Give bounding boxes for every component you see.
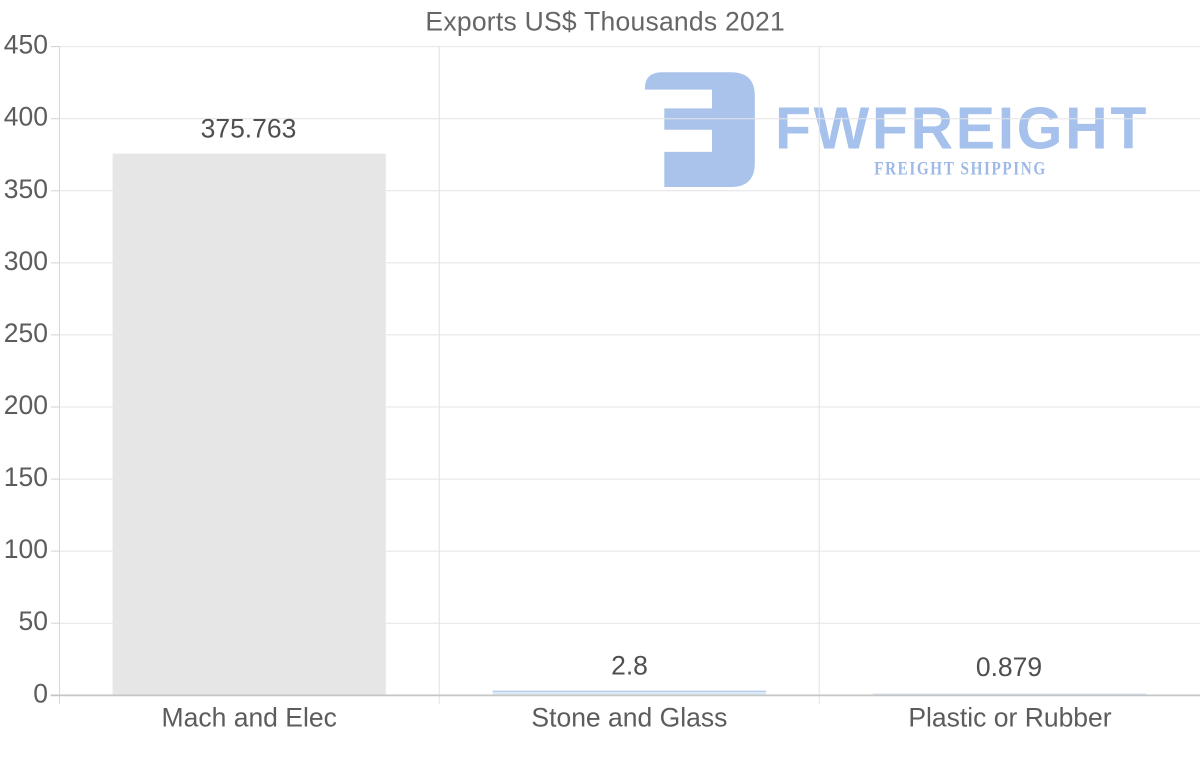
svg-text:50: 50 [19, 606, 48, 636]
svg-text:100: 100 [4, 534, 48, 564]
svg-text:300: 300 [4, 246, 48, 276]
svg-text:400: 400 [4, 102, 48, 132]
svg-text:0: 0 [33, 678, 48, 708]
svg-text:Mach and Elec: Mach and Elec [162, 702, 337, 732]
svg-text:Exports US$ Thousands 2021: Exports US$ Thousands 2021 [425, 7, 785, 37]
svg-text:2.8: 2.8 [611, 650, 648, 680]
svg-text:Stone and Glass: Stone and Glass [531, 702, 727, 732]
svg-text:450: 450 [4, 30, 48, 60]
svg-text:200: 200 [4, 390, 48, 420]
svg-text:FREIGHT SHIPPING: FREIGHT SHIPPING [874, 158, 1047, 179]
svg-text:0.879: 0.879 [976, 652, 1042, 682]
svg-text:FWFREIGHT: FWFREIGHT [775, 96, 1149, 162]
svg-text:150: 150 [4, 462, 48, 492]
svg-text:250: 250 [4, 318, 48, 348]
svg-text:375.763: 375.763 [201, 114, 297, 144]
svg-text:Plastic or Rubber: Plastic or Rubber [908, 702, 1111, 732]
svg-text:350: 350 [4, 174, 48, 204]
